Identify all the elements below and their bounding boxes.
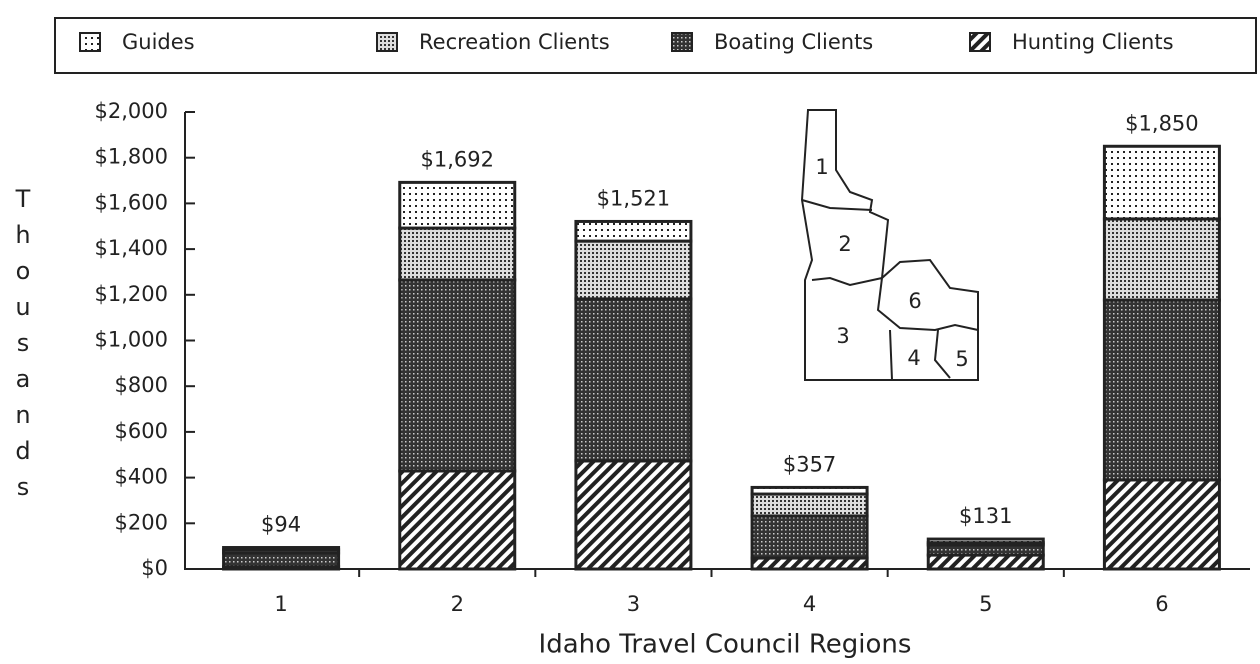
legend-label: Boating Clients [714, 30, 873, 54]
bar-segment [574, 219, 693, 243]
y-tick-label: $1,600 [95, 190, 168, 214]
legend-swatch [79, 32, 101, 52]
bar-segment [398, 226, 517, 282]
y-tick-label: $400 [115, 465, 168, 489]
bar-segment [1102, 144, 1221, 221]
legend-swatch [671, 32, 693, 52]
total-label: $1,850 [1125, 111, 1198, 135]
bar-segment [750, 556, 869, 571]
idaho-map [800, 109, 979, 381]
map-label: 6 [908, 289, 921, 313]
bar-segment [926, 537, 1045, 545]
map-label: 1 [815, 155, 828, 179]
x-tick-label: 2 [451, 592, 464, 616]
bar-segment [926, 553, 1045, 571]
bar-segment [574, 239, 693, 301]
x-tick-label: 6 [1155, 592, 1168, 616]
y-tick-label: $1,200 [95, 282, 168, 306]
bar-segment [222, 551, 341, 569]
x-tick-label: 1 [274, 592, 287, 616]
legend-swatch [376, 32, 398, 52]
total-label: $94 [261, 513, 301, 537]
bar-segment [574, 297, 693, 463]
bar-segment [750, 514, 869, 560]
total-label: $131 [959, 504, 1012, 528]
map-label: 2 [838, 232, 851, 256]
y-tick-label: $200 [115, 510, 168, 534]
map-label: 4 [907, 346, 920, 370]
bar-segment [1102, 217, 1221, 302]
x-tick-label: 4 [803, 592, 816, 616]
bar-segment [574, 459, 693, 571]
legend-label: Recreation Clients [419, 30, 610, 54]
bar-segment [222, 546, 341, 552]
y-tick-label: $600 [115, 419, 168, 443]
x-tick-label: 5 [979, 592, 992, 616]
y-tick-label: $1,000 [95, 328, 168, 352]
bar-segment [398, 180, 517, 230]
y-tick-label: $0 [141, 556, 168, 580]
y-tick-label: $2,000 [95, 99, 168, 123]
y-axis-label: Thousands [9, 185, 37, 509]
total-label: $1,521 [597, 186, 670, 210]
bar-segment [926, 543, 1045, 557]
bar-segment [1102, 298, 1221, 482]
y-tick-label: $1,800 [95, 145, 168, 169]
bar-segment [750, 485, 869, 496]
total-label: $1,692 [421, 147, 494, 171]
y-tick-label: $1,400 [95, 236, 168, 260]
x-axis-label: Idaho Travel Council Regions [539, 630, 912, 660]
bar-segment [750, 492, 869, 518]
x-tick-label: 3 [627, 592, 640, 616]
map-label: 5 [955, 347, 968, 371]
map-label: 3 [836, 324, 849, 348]
legend-label: Hunting Clients [1012, 30, 1174, 54]
legend-swatch [969, 32, 991, 52]
legend-box [54, 17, 1257, 74]
total-label: $357 [783, 452, 836, 476]
bar-segment [1102, 478, 1221, 571]
y-tick-label: $800 [115, 373, 168, 397]
bar-segment [398, 469, 517, 571]
bar-segment [398, 278, 517, 473]
legend-label: Guides [122, 30, 195, 54]
